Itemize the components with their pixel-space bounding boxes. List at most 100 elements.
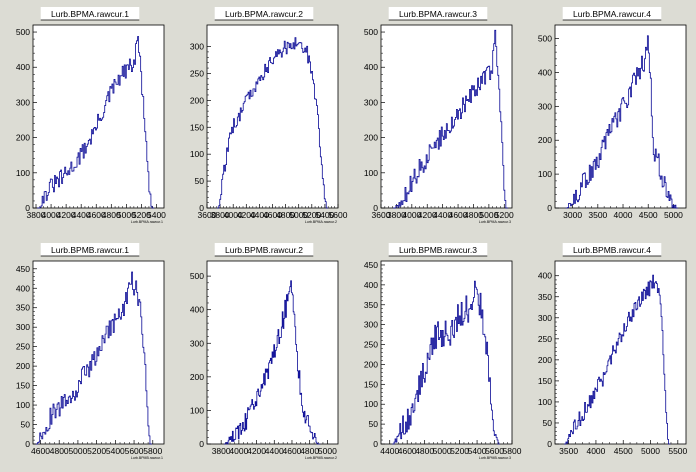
x-tick-label: 3800 [211, 210, 230, 220]
y-tick-label: 0 [25, 439, 30, 449]
x-tick-label: 4800 [300, 446, 319, 456]
x-tick-label: 5200 [495, 210, 514, 220]
y-tick-label: 200 [16, 361, 30, 371]
x-tick-label: 4400 [380, 446, 399, 456]
y-tick-label: 200 [190, 372, 204, 382]
y-tick-label: 0 [547, 439, 552, 449]
x-tick-label: 4400 [72, 210, 91, 220]
x-tick-label: 4600 [283, 446, 302, 456]
y-tick-label: 0 [547, 203, 552, 213]
y-tick-label: 50 [195, 176, 205, 186]
y-tick-label: 500 [16, 27, 30, 37]
title-box [214, 243, 314, 256]
x-tick-label: 5000 [289, 210, 308, 220]
histogram-panel-3: Lurb.BPMA.rawcur.3 0 100 200 300 400 500 360038… [364, 7, 514, 224]
y-tick-label: 300 [538, 313, 552, 323]
x-tick-label: 3600 [372, 210, 391, 220]
y-tick-label: 400 [364, 280, 378, 290]
y-tick-label: 200 [16, 133, 30, 143]
histogram-line [564, 274, 671, 445]
x-tick-label: 5400 [106, 446, 125, 456]
y-tick-label: 300 [190, 338, 204, 348]
y-tick-label: 500 [538, 34, 552, 44]
y-tick-label: 0 [373, 439, 378, 449]
x-tick-label: 5200 [87, 446, 106, 456]
y-tick-label: 500 [190, 271, 204, 281]
x-tick-label: 4200 [418, 210, 437, 220]
y-tick-label: 250 [364, 340, 378, 350]
x-tick-label: 5000 [664, 210, 683, 220]
y-tick-label: 250 [538, 334, 552, 344]
x-tick-label: 4600 [31, 446, 50, 456]
chart-title: Lurb.BPMB.rawcur.2 [225, 245, 303, 255]
x-tick-label: 4500 [639, 210, 658, 220]
plot-frame [554, 260, 687, 445]
histogram-line [565, 35, 678, 209]
y-tick-label: 100 [190, 405, 204, 415]
histogram-line [35, 271, 153, 445]
x-tick-label: 4800 [276, 210, 295, 220]
histogram-panel-6: Lurb.BPMB.rawcur.2 0 100 200 300 400 500 380040… [190, 243, 339, 460]
y-tick-label: 0 [25, 203, 30, 213]
y-tick-label: 250 [16, 342, 30, 352]
histogram-line [223, 280, 321, 445]
histogram-line [216, 37, 329, 209]
x-tick-label: 4000 [229, 446, 248, 456]
y-tick-label: 100 [190, 149, 204, 159]
x-tick-label: 4800 [464, 210, 483, 220]
x-tick-label: 5500 [668, 446, 687, 456]
x-tick-label: 3600 [198, 210, 217, 220]
chart-title: Lurb.BPMA.rawcur.2 [225, 9, 303, 19]
y-tick-label: 400 [538, 67, 552, 77]
x-tick-label: 4000 [586, 446, 605, 456]
plot-frame [380, 24, 513, 209]
x-tick-label: 5000 [318, 446, 337, 456]
chart-title: Lurb.BPMA.rawcur.4 [573, 9, 651, 19]
y-tick-label: 0 [199, 439, 204, 449]
y-tick-label: 350 [538, 292, 552, 302]
x-tick-label: 4000 [402, 210, 421, 220]
title-box [388, 7, 488, 20]
x-axis-label: Lurb.BPMB.rawcur.2 [305, 456, 337, 460]
x-tick-label: 4000 [42, 210, 61, 220]
x-tick-label: 5000 [479, 210, 498, 220]
y-tick-label: 0 [373, 203, 378, 213]
x-tick-label: 4000 [224, 210, 243, 220]
x-axis-label: Lurb.BPMA.rawcur.1 [131, 220, 163, 224]
x-tick-label: 5200 [302, 210, 321, 220]
histogram-line [392, 29, 508, 209]
x-tick-label: 4400 [433, 210, 452, 220]
histogram-line [36, 36, 155, 209]
x-tick-label: 4200 [57, 210, 76, 220]
y-tick-label: 300 [364, 97, 378, 107]
plot-frame [206, 24, 339, 209]
y-tick-label: 300 [364, 320, 378, 330]
x-tick-label: 3800 [387, 210, 406, 220]
y-tick-label: 100 [16, 400, 30, 410]
y-tick-label: 50 [543, 418, 553, 428]
x-tick-label: 5400 [147, 210, 166, 220]
y-tick-label: 50 [369, 419, 379, 429]
histogram-line [392, 280, 500, 445]
y-tick-label: 200 [190, 95, 204, 105]
y-tick-label: 0 [199, 203, 204, 213]
title-box [214, 7, 314, 20]
chart-title: Lurb.BPMA.rawcur.3 [399, 9, 477, 19]
chart-title: Lurb.BPMB.rawcur.4 [573, 245, 651, 255]
y-tick-label: 50 [21, 420, 31, 430]
y-tick-label: 350 [16, 303, 30, 313]
y-tick-label: 100 [364, 168, 378, 178]
y-tick-label: 100 [364, 399, 378, 409]
y-tick-label: 300 [538, 101, 552, 111]
y-tick-label: 150 [538, 376, 552, 386]
title-box [562, 7, 662, 20]
histogram-panel-4: Lurb.BPMA.rawcur.4 0 100 200 300 400 500 3000 35… [538, 7, 687, 220]
x-tick-label: 4600 [449, 210, 468, 220]
x-tick-label: 3500 [588, 210, 607, 220]
y-tick-label: 150 [190, 122, 204, 132]
histogram-panel-5: Lurb.BPMB.rawcur.1 0 50 100 150 200 250 300 350 4… [16, 243, 165, 460]
x-tick-label: 5400 [315, 210, 334, 220]
x-tick-label: 4400 [250, 210, 269, 220]
x-tick-label: 5800 [143, 446, 162, 456]
title-box [40, 7, 140, 20]
